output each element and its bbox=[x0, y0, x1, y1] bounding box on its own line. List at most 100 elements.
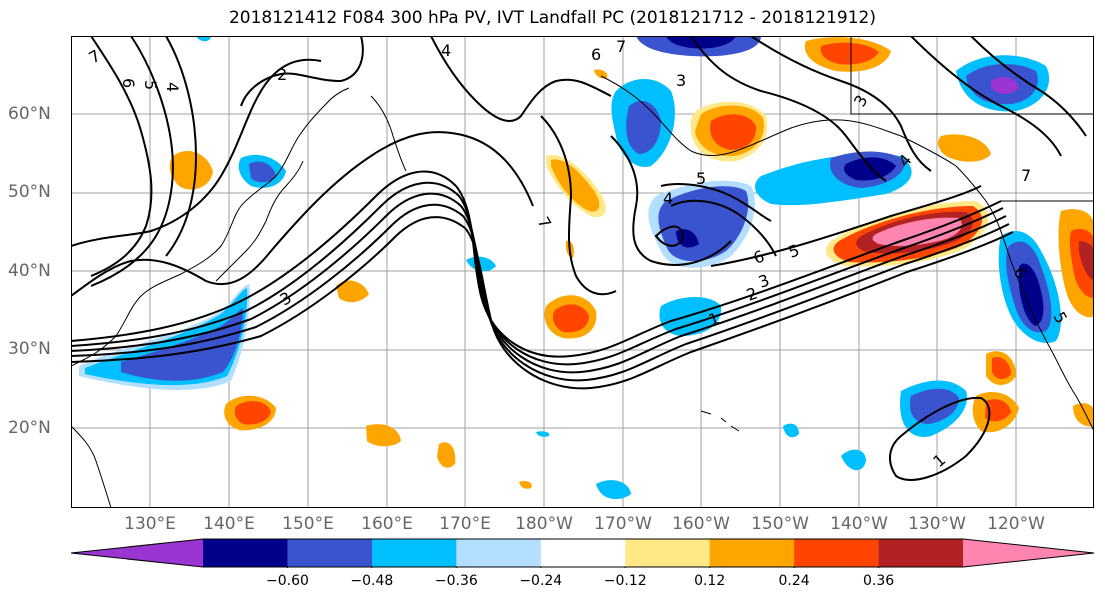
lat-label: 20°N bbox=[8, 418, 51, 438]
contour-label: 7 bbox=[1021, 166, 1031, 185]
contour-label: 5 bbox=[696, 169, 706, 188]
contour-label: 4 bbox=[163, 82, 182, 92]
pv-field-midpacific-small bbox=[659, 297, 722, 336]
contour-23 bbox=[654, 225, 685, 247]
contour-2 bbox=[71, 181, 1004, 366]
colorbar-tick-label: −0.24 bbox=[519, 573, 563, 589]
pv-field-small-1 bbox=[466, 256, 496, 272]
contour-label: 7 bbox=[616, 37, 626, 56]
contour-22 bbox=[970, 36, 1087, 137]
contour-12 bbox=[165, 36, 198, 257]
coast-asia bbox=[71, 87, 350, 367]
contour-label: 6 bbox=[591, 45, 601, 64]
coast-hawaii bbox=[700, 410, 740, 432]
pv-field-small-5 bbox=[196, 36, 211, 42]
colorbar-segment bbox=[371, 539, 457, 567]
contour-3 bbox=[71, 192, 1007, 374]
pv-field-small-4 bbox=[783, 423, 799, 438]
colorbar-segment bbox=[287, 539, 373, 567]
contour-label: 6 bbox=[751, 246, 767, 267]
contour-6 bbox=[710, 185, 982, 267]
pv-field-japan-warm bbox=[169, 151, 213, 190]
contour-19 bbox=[690, 36, 887, 182]
coast-japan bbox=[215, 160, 304, 282]
colorbar-extend-max bbox=[963, 539, 1094, 567]
contour-7 bbox=[889, 396, 991, 481]
coast-alaska bbox=[600, 75, 902, 156]
lon-label: 140°W bbox=[830, 514, 888, 534]
contour-5 bbox=[71, 216, 1014, 390]
map-panel: 1 2 3 5 6 5 4 3 2 4 7 6 3 7 1 6 5 4 3 4 … bbox=[71, 36, 1094, 508]
contour-18 bbox=[670, 199, 777, 257]
contour-11 bbox=[90, 36, 174, 287]
contour-15 bbox=[540, 115, 617, 296]
lat-label: 30°N bbox=[8, 339, 51, 359]
contour-21 bbox=[910, 36, 1062, 157]
contour-label: 6 bbox=[119, 78, 138, 88]
lat-label: 50°N bbox=[8, 182, 51, 202]
contour-label: 7 bbox=[86, 46, 104, 68]
negative-pv-fields bbox=[79, 36, 1061, 500]
colorbar-tick-label: 0.24 bbox=[778, 573, 810, 589]
colorbar-segment bbox=[203, 539, 288, 567]
colorbar-tick-label: −0.48 bbox=[350, 573, 394, 589]
contour-17 bbox=[660, 183, 772, 222]
pv-field-small-3 bbox=[596, 480, 631, 500]
lat-label: 60°N bbox=[8, 104, 51, 124]
contour-label: 5 bbox=[786, 240, 802, 261]
positive-pv-fields bbox=[169, 37, 1094, 489]
pv-field-subtropic-warm-7 bbox=[1073, 403, 1094, 427]
colorbar-segment bbox=[540, 539, 626, 567]
map-frame bbox=[71, 36, 1094, 508]
contour-label: 4 bbox=[663, 189, 673, 208]
contour-label: 1 bbox=[929, 450, 949, 471]
lon-label: 170°E bbox=[439, 514, 491, 534]
colorbar bbox=[71, 538, 1095, 568]
colorbar-segment bbox=[456, 539, 542, 567]
colorbar-tick-label: −0.36 bbox=[434, 573, 478, 589]
lon-label: 170°W bbox=[594, 514, 652, 534]
contour-14 bbox=[430, 36, 612, 122]
coast-philippines bbox=[71, 425, 112, 508]
pv-field-subtropic-warm-2 bbox=[366, 424, 401, 447]
contour-4 bbox=[71, 203, 1010, 382]
colorbar-segment bbox=[709, 539, 795, 567]
map-title: 2018121412 F084 300 hPa PV, IVT Landfall… bbox=[228, 8, 876, 28]
lat-label: 40°N bbox=[8, 261, 51, 281]
lon-label: 180°W bbox=[515, 514, 573, 534]
contour-label: 2 bbox=[277, 65, 287, 84]
pv-field-small-2 bbox=[841, 449, 866, 471]
pv-field-small-6 bbox=[536, 431, 550, 437]
colorbar-extend-min bbox=[71, 539, 203, 567]
lon-label: 120°W bbox=[987, 514, 1045, 534]
colorbar-segment bbox=[794, 539, 880, 567]
coast-north-america bbox=[900, 135, 1094, 432]
pv-field-small-warm-3 bbox=[519, 480, 532, 489]
colorbar-segment bbox=[625, 539, 711, 567]
lon-label: 160°W bbox=[672, 514, 730, 534]
ivt-contours bbox=[71, 36, 1087, 481]
colorbar-segment bbox=[878, 539, 964, 567]
contour-16 bbox=[610, 135, 732, 266]
coast-border-canada-north bbox=[850, 36, 1094, 115]
contour-10 bbox=[90, 36, 153, 277]
coast-kamchatka bbox=[370, 95, 407, 172]
lon-label: 140°E bbox=[203, 514, 255, 534]
pv-field-arctic-warm-2 bbox=[938, 134, 991, 162]
pv-field-small-warm-2 bbox=[594, 69, 608, 79]
contour-20 bbox=[750, 36, 932, 172]
contour-label: 4 bbox=[441, 41, 451, 60]
lon-label: 160°E bbox=[361, 514, 413, 534]
pv-field-subtropic-warm-3 bbox=[437, 442, 456, 468]
lon-label: 130°E bbox=[124, 514, 176, 534]
colorbar-tick-label: 0.12 bbox=[694, 573, 726, 589]
colorbar-tick-label: −0.12 bbox=[603, 573, 647, 589]
lon-label: 130°W bbox=[908, 514, 966, 534]
contour-label: 5 bbox=[141, 80, 160, 90]
contour-label: 3 bbox=[850, 92, 872, 110]
pv-field-subtropic-warm-4 bbox=[336, 280, 369, 303]
coastlines bbox=[71, 36, 1094, 508]
contour-13 bbox=[240, 36, 364, 107]
contour-label: 3 bbox=[676, 71, 686, 90]
colorbar-tick-label: −0.60 bbox=[265, 573, 309, 589]
